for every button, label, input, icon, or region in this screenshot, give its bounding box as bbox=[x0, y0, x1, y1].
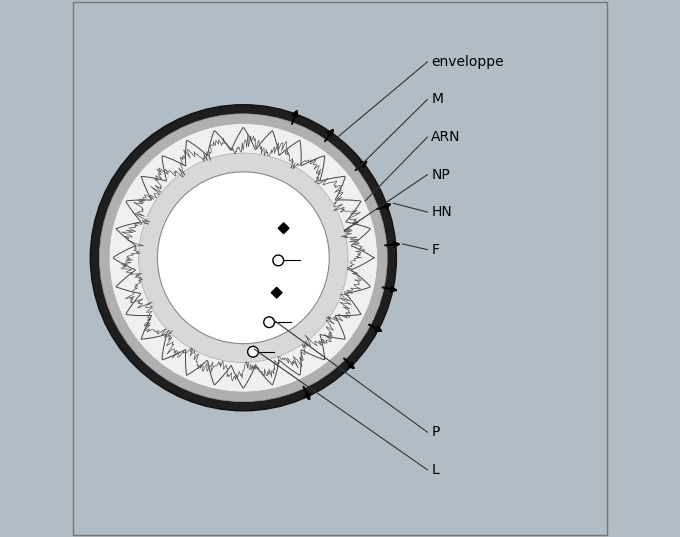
Text: ARN: ARN bbox=[431, 130, 461, 144]
Text: L: L bbox=[431, 463, 439, 477]
Text: M: M bbox=[431, 92, 443, 106]
Circle shape bbox=[248, 346, 258, 357]
Circle shape bbox=[109, 124, 377, 392]
Text: F: F bbox=[431, 243, 439, 257]
Text: NP: NP bbox=[431, 168, 450, 182]
Circle shape bbox=[139, 153, 348, 362]
Circle shape bbox=[158, 172, 329, 344]
Circle shape bbox=[99, 114, 387, 402]
Polygon shape bbox=[278, 223, 289, 234]
Text: enveloppe: enveloppe bbox=[431, 55, 504, 69]
Circle shape bbox=[264, 317, 275, 328]
Text: HN: HN bbox=[431, 205, 452, 219]
Circle shape bbox=[90, 105, 396, 411]
Polygon shape bbox=[271, 287, 282, 298]
Text: P: P bbox=[431, 425, 440, 439]
Circle shape bbox=[273, 255, 284, 266]
